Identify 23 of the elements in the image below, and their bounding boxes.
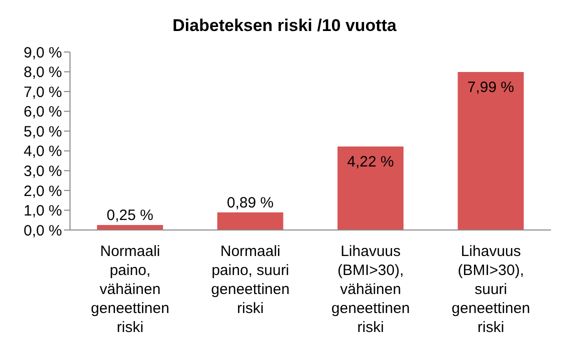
bar bbox=[217, 212, 284, 230]
y-tick-label: 1,0 % bbox=[24, 202, 62, 220]
bar bbox=[97, 225, 163, 230]
data-label: 0,89 % bbox=[226, 194, 274, 212]
data-label: 7,99 % bbox=[467, 78, 514, 96]
x-tick-label: Normaali paino, suuri geneettinen riski bbox=[211, 243, 290, 317]
y-tick-label: 4,0 % bbox=[24, 143, 62, 160]
y-tick-label: 2,0 % bbox=[24, 182, 62, 200]
x-tick-label: Lihavuus (BMI>30), suuri geneettinen riski bbox=[452, 243, 530, 336]
y-tick-label: 0,0 % bbox=[24, 222, 62, 240]
x-tick-label: Normaali paino, vähäinen geneettinen riski bbox=[90, 243, 170, 336]
y-tick-label: 3,0 % bbox=[24, 162, 62, 180]
data-label: 4,22 % bbox=[347, 154, 394, 171]
y-tick-label: 9,0 % bbox=[24, 44, 62, 62]
chart-title: Diabeteksen riski /10 vuotta bbox=[172, 15, 398, 37]
y-tick-label: 8,0 % bbox=[24, 64, 62, 82]
bar bbox=[338, 146, 404, 230]
y-tick-label: 7,0 % bbox=[24, 84, 62, 101]
y-tick-label: 5,0 % bbox=[24, 123, 62, 140]
x-tick-label: Lihavuus (BMI>30), vähäinen geneettinen riski bbox=[331, 243, 410, 336]
y-tick-label: 6,0 % bbox=[24, 104, 62, 121]
bar bbox=[458, 72, 524, 230]
data-label: 0,25 % bbox=[106, 207, 154, 224]
